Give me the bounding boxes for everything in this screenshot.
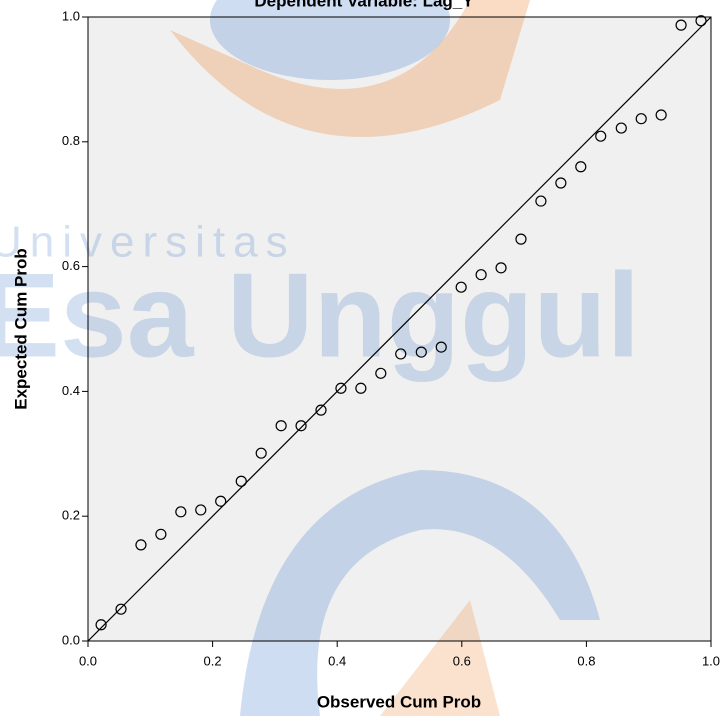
x-tick-label: 0.4	[328, 653, 346, 668]
x-axis-title: Observed Cum Prob	[317, 692, 481, 711]
page: {"chart_data": {"type": "scatter", "titl…	[0, 0, 728, 716]
chart-title: Dependent Variable: Lag_Y	[254, 0, 474, 10]
y-tick-label: 0.4	[62, 383, 80, 398]
y-tick-label: 0.2	[62, 508, 80, 523]
chart: Universitas Esa Unggul Dependent Variabl…	[0, 0, 728, 716]
x-tick-label: 1.0	[702, 653, 720, 668]
x-tick-label: 0.2	[204, 653, 222, 668]
x-tick-label: 0.0	[79, 653, 97, 668]
y-tick-label: 1.0	[62, 8, 80, 23]
watermark-text: Esa Unggul	[0, 249, 640, 383]
x-tick-label: 0.6	[453, 653, 471, 668]
y-tick-label: 0.6	[62, 258, 80, 273]
y-tick-label: 0.8	[62, 133, 80, 148]
x-tick-label: 0.8	[577, 653, 595, 668]
y-axis-title: Expected Cum Prob	[11, 248, 30, 410]
y-tick-label: 0.0	[62, 632, 80, 647]
